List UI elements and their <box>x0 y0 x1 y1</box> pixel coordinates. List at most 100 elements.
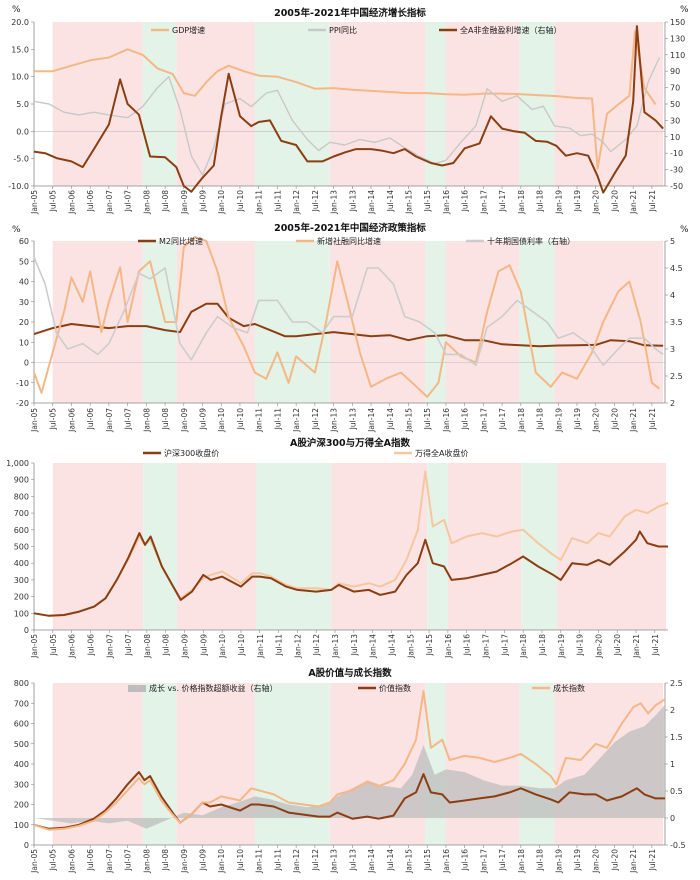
y2-tick-label: 5 <box>670 237 675 246</box>
x-tick-label: Jul-14 <box>386 190 395 213</box>
x-tick-label: Jan-20 <box>594 634 603 659</box>
x-tick-label: Jan-08 <box>142 190 151 215</box>
x-tick-label: Jul-09 <box>199 849 208 872</box>
y2-tick-label: 2.5 <box>670 372 683 381</box>
x-tick-label: Jan-10 <box>218 634 227 659</box>
series-line-1 <box>33 530 668 617</box>
x-tick-label: Jul-21 <box>648 849 657 872</box>
x-tick-label: Jul-09 <box>199 190 208 213</box>
x-tick-label: Jul-05 <box>49 190 58 213</box>
x-tick-label: Jan-05 <box>30 408 39 433</box>
y2-tick-label: 90 <box>670 67 680 76</box>
cycle-zone <box>176 463 256 630</box>
x-tick-label: Jan-16 <box>442 190 451 215</box>
x-tick-label: Jan-09 <box>180 849 189 874</box>
x-tick-label: Jan-05 <box>30 849 39 874</box>
y2-tick-label: 0 <box>670 814 675 823</box>
cycle-zone <box>255 463 332 630</box>
y-tick-label: 5.0 <box>16 100 29 109</box>
x-tick-label: Jan-13 <box>330 190 339 215</box>
y-tick-label: 0 <box>24 359 29 368</box>
x-tick-label: Jul-09 <box>199 408 208 431</box>
legend-label: M2同比增速 <box>159 236 203 246</box>
x-tick-label: Jul-17 <box>498 849 507 872</box>
y-tick-label: 1,000 <box>6 459 29 468</box>
cycle-zone <box>176 683 255 845</box>
x-tick-label: Jan-17 <box>479 190 488 215</box>
legend-swatch <box>128 685 146 692</box>
x-tick-label: Jan-06 <box>67 190 76 215</box>
cycle-zone <box>425 241 446 403</box>
x-tick-label: Jul-14 <box>386 849 395 872</box>
x-tick-label: Jul-20 <box>610 190 619 213</box>
series-line-2 <box>33 690 666 831</box>
x-tick-label: Jul-11 <box>275 634 284 657</box>
x-tick-label: Jan-17 <box>479 408 488 433</box>
x-tick-label: Jul-08 <box>161 849 170 872</box>
x-tick-label: Jan-11 <box>255 849 264 874</box>
y2-tick-label: 2 <box>670 706 675 715</box>
x-tick-label: Jul-20 <box>610 408 619 431</box>
x-tick-label: Jan-17 <box>479 849 488 874</box>
y2-tick-label: 1 <box>670 760 675 769</box>
y2-tick-label: 110 <box>670 51 685 60</box>
x-tick-label: Jan-08 <box>142 849 151 874</box>
x-tick-label: Jul-05 <box>49 634 58 657</box>
y-tick-label: 50 <box>19 257 29 266</box>
x-tick-label: Jan-09 <box>180 408 189 433</box>
x-tick-label: Jan-08 <box>143 634 152 659</box>
cycle-zone <box>518 241 555 403</box>
x-tick-label: Jul-11 <box>273 408 282 431</box>
x-tick-label: Jul-08 <box>161 190 170 213</box>
x-tick-label: Jul-12 <box>312 634 321 657</box>
x-tick-label: Jul-10 <box>236 190 245 213</box>
cycle-zone <box>52 22 143 186</box>
cycle-zone <box>427 463 448 630</box>
x-tick-label: Jan-18 <box>517 849 526 874</box>
x-tick-label: Jan-14 <box>367 849 376 874</box>
right-unit-label: % <box>680 5 689 15</box>
x-tick-label: Jan-21 <box>629 849 638 874</box>
y2-tick-label: 2 <box>670 399 675 408</box>
x-tick-label: Jan-18 <box>519 634 528 659</box>
chart-panel-p1: 20.0 15.0 10.0 5.0 0.0 -5.0 -10.0 150 130 110 90 70… <box>8 5 689 215</box>
x-tick-label: Jul-15 <box>423 190 432 213</box>
x-tick-label: Jul-16 <box>461 190 470 213</box>
y-tick-label: 100 <box>14 821 29 830</box>
series-line-2 <box>33 25 664 194</box>
y2-tick-label: 50 <box>670 100 680 109</box>
x-tick-label: Jan-15 <box>404 849 413 874</box>
x-tick-label: Jan-05 <box>30 634 39 659</box>
y-tick-label: 500 <box>14 543 29 552</box>
y-tick-label: 400 <box>14 559 29 568</box>
x-tick-label: Jan-19 <box>554 849 563 874</box>
y-tick-label: 200 <box>14 801 29 810</box>
chart-panel-p2: 60 50 40 30 20 10 0 -10 -20 5 4.5 4 3.5 3 2.5 2% % Jan-05… <box>12 222 689 433</box>
y-tick-label: 15.0 <box>11 45 29 54</box>
cycle-zone <box>176 22 255 186</box>
x-tick-label: Jul-20 <box>613 634 622 657</box>
x-tick-label: Jul-12 <box>311 849 320 872</box>
y2-tick-label: 30 <box>670 116 680 125</box>
x-tick-label: Jan-14 <box>369 634 378 659</box>
y-tick-label: 300 <box>14 780 29 789</box>
y-tick-label: 700 <box>14 509 29 518</box>
x-tick-label: Jul-15 <box>425 634 434 657</box>
legend-label: 万得全A收盘价 <box>415 448 468 458</box>
y-tick-label: 30 <box>19 298 29 307</box>
y2-tick-label: -0.5 <box>670 841 686 850</box>
x-tick-label: Jul-05 <box>49 849 58 872</box>
x-tick-label: Jul-18 <box>536 408 545 431</box>
x-tick-label: Jan-20 <box>592 408 601 433</box>
x-tick-label: Jul-06 <box>86 408 95 431</box>
chart-title: 2005年-2021年中国经济增长指标 <box>274 7 426 19</box>
y2-tick-label: 3 <box>670 345 675 354</box>
x-tick-label: Jul-16 <box>461 849 470 872</box>
x-tick-label: Jul-10 <box>236 849 245 872</box>
x-tick-label: Jul-20 <box>610 849 619 872</box>
x-tick-label: Jul-11 <box>273 190 282 213</box>
series-area-0 <box>34 704 665 829</box>
x-tick-label: Jul-19 <box>576 634 585 657</box>
y-tick-label: 60 <box>19 237 29 246</box>
